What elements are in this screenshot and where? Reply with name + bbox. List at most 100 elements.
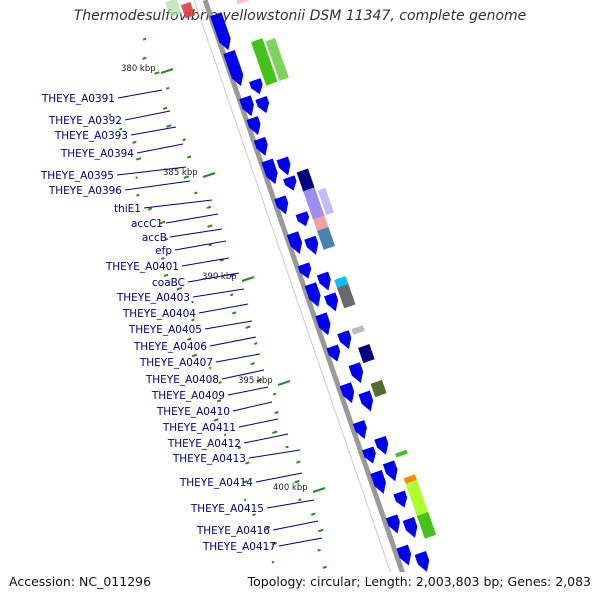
callout-leader: [116, 166, 187, 176]
gc-skew-tick: [242, 480, 248, 484]
gc-skew-tick: [194, 191, 198, 195]
gc-skew-tick: [147, 207, 153, 211]
cds-arrow: [393, 490, 408, 508]
cds-arrow: [348, 362, 364, 384]
gene-label: THEYE_A0394: [60, 148, 134, 160]
callout-leader: [238, 418, 279, 428]
cog-block: [180, 1, 195, 19]
gene-label: THEYE_A0393: [54, 130, 128, 142]
gc-skew-tick: [229, 273, 236, 278]
gc-skew-tick: [187, 337, 192, 341]
cds-arrow: [324, 292, 339, 312]
gene-label: THEYE_A0415: [190, 503, 264, 515]
gc-skew-tick: [142, 56, 147, 60]
gc-skew-tick: [186, 155, 192, 159]
cds-arrow: [304, 235, 319, 255]
gene-label: THEYE_A0416: [196, 525, 270, 537]
gc-skew-tick: [296, 460, 301, 464]
callout-leader: [255, 472, 303, 483]
backbone-inner-line: [193, 0, 391, 572]
gc-skew-tick: [165, 86, 170, 90]
gc-skew-tick: [232, 311, 237, 315]
callout-leader: [124, 110, 171, 121]
gc-skew-tick: [176, 286, 182, 291]
callout-leader: [165, 213, 219, 224]
gene-label: THEYE_A0392: [48, 115, 122, 127]
gc-skew-tick: [252, 513, 256, 517]
gc-skew-tick: [237, 446, 242, 450]
cds-arrow: [297, 262, 312, 279]
gene-label: THEYE_A0401: [105, 261, 179, 273]
gene-label: THEYE_A0391: [41, 93, 115, 105]
cog-block: [351, 325, 365, 335]
callout-leader: [198, 303, 249, 314]
gc-skew-tick: [310, 512, 316, 516]
callout-leader: [192, 288, 245, 298]
scale-tick: [277, 380, 291, 386]
gc-skew-tick: [166, 124, 172, 128]
gc-skew-tick: [223, 433, 227, 437]
gc-skew-tick: [206, 205, 212, 209]
scale-tick: [160, 68, 174, 74]
scale-label: 390 kbp: [202, 272, 237, 282]
gc-skew-tick: [342, 598, 345, 599]
gc-skew-tick: [322, 565, 327, 569]
gc-skew-tick: [271, 560, 275, 564]
scale-label: 400 kbp: [273, 483, 308, 493]
gc-skew-tick: [219, 258, 225, 262]
scale-tick: [312, 487, 326, 493]
gene-label: THEYE_A0408: [145, 374, 219, 386]
cds-arrow: [358, 390, 374, 412]
cog-block: [334, 276, 349, 288]
callout-leader: [243, 433, 289, 444]
cds-arrow: [255, 96, 270, 114]
gene-label: efp: [155, 245, 172, 257]
gene-label: THEYE_A0403: [116, 292, 190, 304]
gc-skew-tick: [318, 528, 324, 533]
cog-block: [403, 474, 417, 484]
cds-arrow: [286, 231, 303, 254]
cds-arrow: [402, 516, 418, 538]
callout-leader: [227, 386, 269, 396]
gene-label: THEYE_A0411: [162, 422, 236, 434]
gene-label: accC1: [131, 218, 163, 230]
gc-skew-tick: [209, 366, 212, 370]
cds-arrow: [316, 271, 331, 291]
cds-arrow: [414, 550, 430, 572]
topology-text: Topology: circular; Length: 2,003,803 bp…: [247, 574, 591, 589]
gc-skew-tick: [229, 293, 234, 297]
cds-arrow: [223, 50, 244, 86]
gc-skew-tick: [253, 342, 258, 345]
cds-arrow: [339, 382, 355, 404]
gene-label: THEYE_A0396: [48, 185, 122, 197]
gc-skew-tick: [191, 353, 198, 358]
gc-skew-tick: [136, 193, 140, 197]
gc-skew-tick: [163, 273, 169, 277]
callout-leader: [204, 320, 253, 330]
gc-skew-tick: [161, 257, 165, 260]
gc-skew-tick: [135, 157, 142, 161]
gene-label: THEYE_A0414: [179, 477, 253, 489]
callout-leader: [187, 272, 240, 283]
cog-block: [303, 187, 325, 220]
callout-leader: [136, 143, 184, 154]
gene-label: THEYE_A0409: [151, 390, 225, 402]
cog-block: [313, 215, 329, 231]
gene-label: THEYE_A0410: [156, 406, 230, 418]
gc-skew-tick: [162, 106, 168, 110]
gc-skew-tick: [135, 176, 138, 179]
gc-skew-tick: [245, 325, 251, 329]
callout-leader: [266, 499, 315, 509]
gc-skew-tick: [271, 541, 278, 546]
cds-arrow: [253, 136, 268, 156]
gc-skew-tick: [108, 113, 112, 117]
gene-label: THEYE_A0413: [172, 453, 246, 465]
gene-label: THEYE_A0407: [139, 357, 213, 369]
cds-arrow: [374, 435, 389, 455]
cds-arrow: [385, 514, 400, 534]
gc-skew-tick: [245, 461, 250, 465]
cds-arrow: [249, 78, 263, 95]
gc-skew-tick: [191, 318, 195, 322]
cog-block: [251, 38, 278, 86]
